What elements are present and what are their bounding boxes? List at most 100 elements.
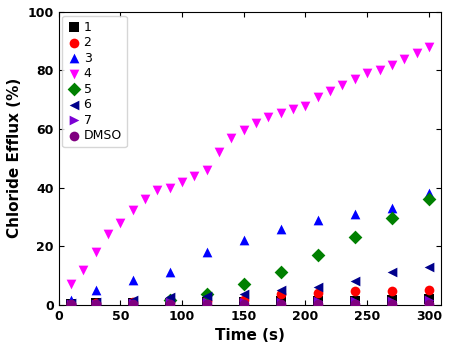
2: [388, 289, 396, 294]
3: [425, 191, 432, 196]
2: [240, 298, 248, 303]
1: [351, 298, 359, 303]
3: [351, 211, 359, 217]
4: [364, 71, 371, 76]
1: [203, 300, 210, 305]
DMSO: [203, 301, 210, 307]
4: [166, 185, 173, 190]
4: [351, 76, 359, 82]
DMSO: [166, 301, 173, 307]
3: [277, 226, 284, 231]
2: [425, 287, 432, 293]
2: [129, 300, 136, 305]
7: [277, 299, 284, 304]
3: [388, 205, 396, 211]
4: [314, 94, 321, 100]
2: [68, 301, 75, 307]
7: [388, 298, 396, 304]
1: [314, 298, 321, 304]
6: [129, 298, 136, 303]
4: [413, 50, 420, 56]
1: [240, 299, 248, 304]
4: [191, 173, 198, 178]
4: [339, 82, 346, 88]
4: [425, 44, 432, 50]
DMSO: [425, 301, 432, 307]
1: [425, 296, 432, 302]
3: [314, 217, 321, 223]
5: [240, 281, 248, 287]
4: [388, 62, 396, 68]
7: [351, 298, 359, 304]
4: [68, 281, 75, 287]
4: [265, 114, 272, 120]
1: [388, 298, 396, 303]
4: [240, 128, 248, 133]
4: [104, 232, 112, 237]
DMSO: [388, 301, 396, 307]
Y-axis label: Chloride Efflux (%): Chloride Efflux (%): [7, 78, 22, 238]
3: [129, 277, 136, 282]
1: [166, 300, 173, 306]
5: [203, 292, 210, 297]
DMSO: [240, 301, 248, 307]
DMSO: [129, 301, 136, 307]
X-axis label: Time (s): Time (s): [215, 328, 285, 343]
5: [166, 298, 173, 303]
7: [314, 298, 321, 304]
DMSO: [68, 301, 75, 307]
3: [240, 237, 248, 243]
7: [129, 300, 136, 306]
4: [80, 267, 87, 272]
7: [68, 301, 75, 307]
6: [240, 292, 248, 297]
5: [388, 216, 396, 221]
1: [68, 301, 75, 307]
4: [141, 196, 149, 202]
6: [203, 293, 210, 299]
5: [351, 234, 359, 240]
7: [203, 299, 210, 304]
1: [129, 301, 136, 306]
DMSO: [351, 301, 359, 307]
7: [166, 300, 173, 305]
2: [203, 298, 210, 304]
2: [314, 290, 321, 296]
4: [289, 106, 297, 111]
4: [117, 220, 124, 225]
4: [129, 207, 136, 212]
2: [277, 292, 284, 297]
7: [425, 298, 432, 303]
4: [216, 150, 223, 155]
4: [277, 110, 284, 116]
7: [240, 299, 248, 304]
6: [351, 278, 359, 284]
5: [314, 252, 321, 258]
6: [166, 294, 173, 300]
2: [166, 299, 173, 304]
6: [277, 287, 284, 293]
4: [203, 167, 210, 173]
4: [154, 188, 161, 193]
3: [68, 298, 75, 303]
4: [376, 68, 383, 73]
5: [425, 196, 432, 202]
7: [92, 301, 99, 307]
DMSO: [277, 301, 284, 307]
3: [166, 270, 173, 275]
Legend: 1, 2, 3, 4, 5, 6, 7, DMSO: 1, 2, 3, 4, 5, 6, 7, DMSO: [63, 16, 127, 147]
4: [327, 88, 334, 94]
4: [252, 120, 260, 126]
4: [92, 249, 99, 255]
2: [351, 289, 359, 294]
6: [388, 270, 396, 275]
4: [400, 56, 408, 62]
6: [314, 284, 321, 290]
4: [179, 179, 186, 184]
6: [425, 264, 432, 270]
3: [92, 287, 99, 293]
DMSO: [92, 301, 99, 307]
4: [228, 135, 235, 141]
1: [92, 301, 99, 306]
6: [68, 300, 75, 306]
